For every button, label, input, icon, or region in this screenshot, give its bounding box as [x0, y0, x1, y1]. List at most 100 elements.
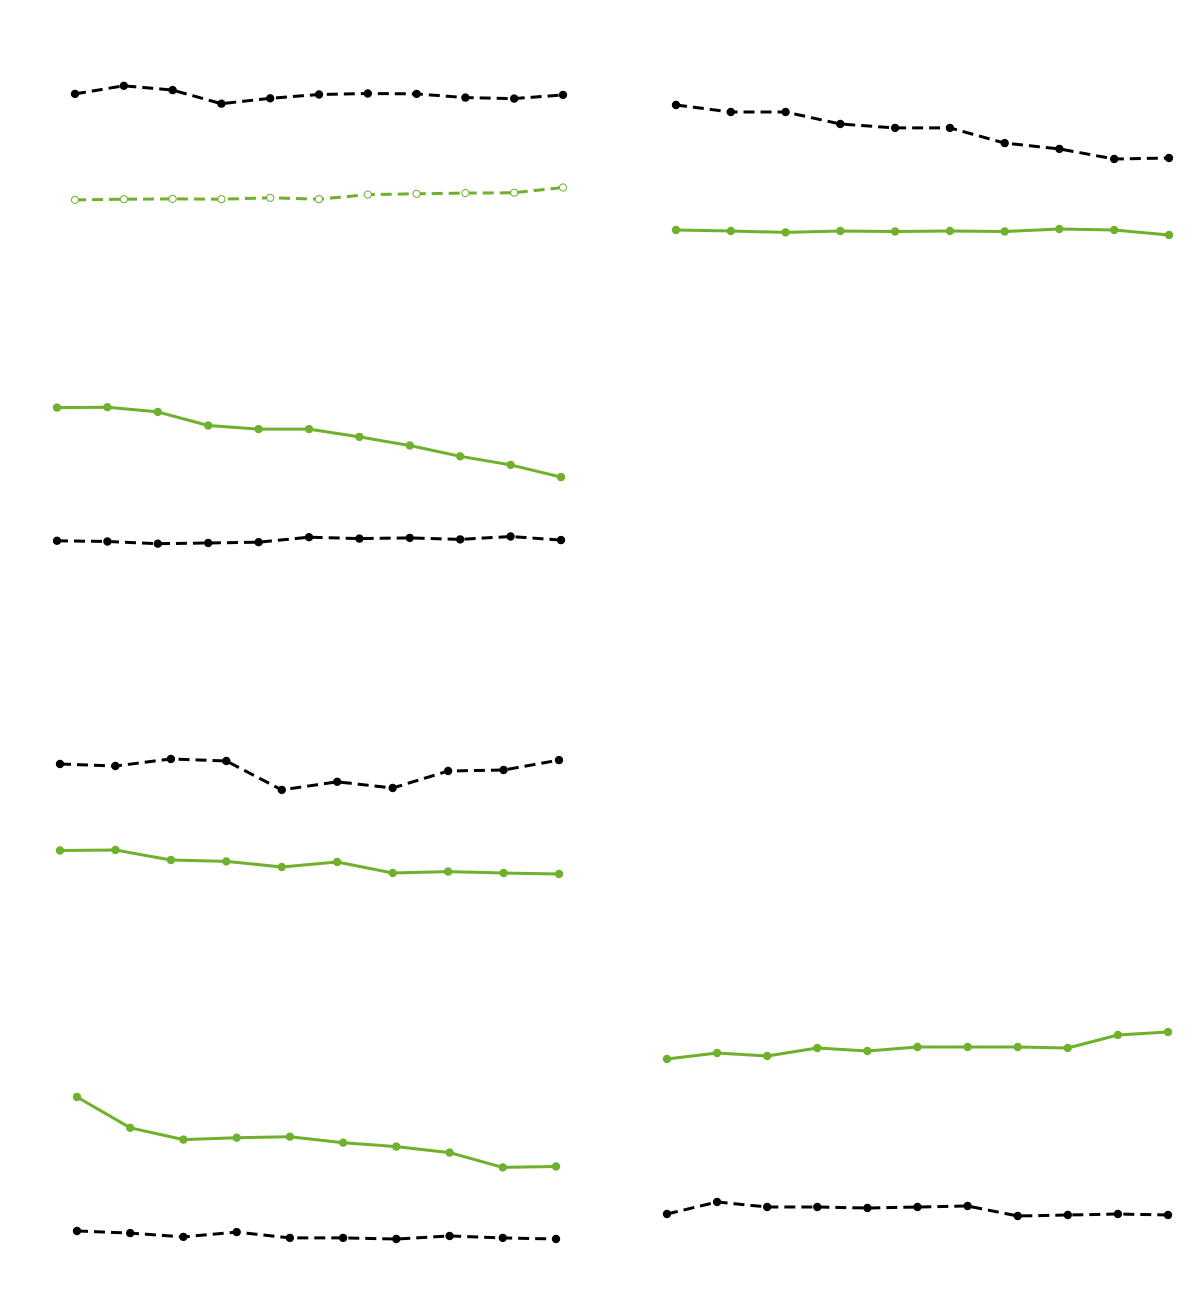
data-point-top-left-black-7 — [412, 89, 421, 99]
data-point-bottom-left-black-1 — [126, 1228, 135, 1238]
data-point-lower-left-green-5 — [333, 857, 342, 867]
data-point-bottom-right-black-7 — [1013, 1211, 1022, 1221]
data-point-bottom-left-black-2 — [179, 1232, 188, 1242]
data-point-middle-left-green-7 — [405, 441, 414, 450]
data-point-top-left-black-8 — [461, 93, 470, 102]
data-point-bottom-right-black-9 — [1113, 1209, 1123, 1219]
data-point-top-right-green-9 — [1164, 230, 1174, 240]
data-point-top-right-black-3 — [836, 119, 845, 129]
data-point-bottom-left-green-2 — [179, 1135, 188, 1144]
data-point-middle-left-black-9 — [506, 532, 515, 541]
chart-panel-top-right — [671, 100, 1174, 240]
series-line-top-right-green — [675, 227, 1170, 237]
data-point-top-left-green-10 — [558, 183, 568, 192]
data-point-top-left-black-6 — [363, 89, 372, 98]
data-point-middle-left-green-10 — [556, 472, 566, 482]
data-point-top-left-green-7 — [412, 189, 421, 198]
data-point-lower-left-black-7 — [443, 766, 453, 776]
data-point-top-right-black-6 — [1000, 138, 1009, 148]
data-point-bottom-left-black-6 — [392, 1234, 401, 1244]
data-point-bottom-right-black-3 — [813, 1202, 822, 1212]
data-point-top-left-green-6 — [363, 190, 372, 199]
data-point-middle-left-black-8 — [456, 535, 465, 544]
data-point-top-right-green-8 — [1110, 225, 1119, 235]
data-point-bottom-left-black-4 — [285, 1233, 295, 1243]
data-point-top-right-black-0 — [671, 100, 681, 110]
data-point-top-right-black-5 — [945, 123, 955, 133]
data-point-lower-left-green-8 — [499, 868, 508, 878]
data-point-middle-left-green-9 — [506, 460, 515, 470]
data-point-bottom-left-black-5 — [338, 1233, 348, 1243]
chart-panel-top-left — [70, 81, 568, 204]
data-point-bottom-right-black-5 — [913, 1202, 922, 1212]
data-point-top-left-green-1 — [119, 195, 128, 204]
data-point-middle-left-black-5 — [304, 533, 314, 542]
data-point-top-left-black-3 — [217, 99, 226, 108]
data-point-bottom-left-green-8 — [498, 1163, 507, 1172]
data-point-lower-left-black-9 — [554, 755, 564, 765]
data-point-top-right-black-7 — [1055, 144, 1064, 154]
data-point-lower-left-green-9 — [554, 869, 564, 879]
data-point-bottom-left-black-0 — [72, 1226, 82, 1236]
data-point-bottom-left-green-7 — [445, 1148, 454, 1157]
data-point-lower-left-green-2 — [166, 855, 176, 865]
data-point-middle-left-green-8 — [456, 452, 465, 461]
chart-panel-bottom-right — [662, 1027, 1173, 1221]
data-point-middle-left-black-7 — [405, 533, 414, 543]
data-point-bottom-right-green-7 — [1013, 1042, 1022, 1052]
series-line-bottom-left-black — [76, 1229, 557, 1241]
data-point-middle-left-black-2 — [153, 539, 162, 548]
data-point-middle-left-green-4 — [254, 424, 263, 434]
data-point-bottom-right-green-1 — [712, 1048, 722, 1058]
data-point-top-right-green-0 — [671, 225, 681, 235]
data-point-bottom-right-black-6 — [963, 1201, 972, 1211]
data-point-bottom-right-black-0 — [662, 1209, 672, 1219]
data-point-top-right-black-4 — [890, 123, 900, 133]
data-point-bottom-left-black-3 — [232, 1227, 241, 1237]
data-point-middle-left-green-2 — [153, 407, 162, 417]
data-point-bottom-right-green-8 — [1063, 1043, 1073, 1053]
data-point-top-left-black-2 — [168, 85, 177, 95]
data-point-middle-left-green-1 — [103, 403, 112, 412]
chart-panel-bottom-left — [72, 1092, 561, 1244]
data-point-bottom-left-black-7 — [445, 1231, 454, 1241]
data-point-bottom-left-black-9 — [551, 1234, 561, 1244]
data-point-middle-left-green-5 — [304, 424, 314, 434]
series-line-bottom-right-black — [666, 1200, 1169, 1218]
data-point-top-left-black-4 — [266, 94, 275, 103]
data-point-lower-left-black-8 — [499, 765, 508, 775]
data-point-lower-left-green-1 — [111, 845, 120, 855]
data-point-bottom-right-green-2 — [763, 1051, 772, 1061]
data-point-lower-left-black-1 — [111, 761, 120, 771]
chart-panel-middle-left — [52, 403, 566, 548]
data-point-bottom-left-black-8 — [498, 1233, 507, 1243]
data-point-bottom-left-green-3 — [232, 1133, 241, 1142]
data-point-top-right-green-1 — [726, 226, 735, 236]
data-point-bottom-left-green-1 — [126, 1123, 135, 1133]
data-point-middle-left-black-6 — [355, 534, 364, 543]
data-point-top-left-green-4 — [266, 193, 275, 202]
data-point-top-left-black-10 — [558, 90, 568, 100]
data-point-middle-left-black-10 — [556, 535, 566, 545]
data-point-top-left-green-8 — [461, 189, 470, 198]
data-point-lower-left-black-0 — [55, 759, 65, 769]
data-point-middle-left-green-3 — [204, 421, 213, 430]
data-point-middle-left-green-0 — [52, 403, 62, 412]
data-point-bottom-left-green-9 — [551, 1162, 561, 1171]
data-point-lower-left-black-2 — [166, 754, 176, 764]
data-point-top-left-black-9 — [510, 94, 519, 103]
data-point-lower-left-black-5 — [333, 777, 342, 786]
data-point-top-left-green-9 — [510, 188, 519, 197]
data-point-bottom-right-black-10 — [1163, 1210, 1173, 1220]
data-point-top-left-green-2 — [168, 194, 177, 203]
data-point-bottom-right-green-10 — [1163, 1027, 1173, 1037]
series-line-middle-left-green — [56, 405, 562, 479]
data-point-lower-left-green-0 — [55, 846, 65, 855]
data-point-lower-left-black-3 — [222, 756, 231, 766]
data-point-top-left-black-0 — [70, 89, 80, 99]
data-point-bottom-right-black-4 — [863, 1203, 872, 1213]
data-point-top-right-green-4 — [890, 227, 900, 236]
data-point-top-right-black-9 — [1164, 153, 1174, 163]
data-point-middle-left-black-1 — [103, 537, 112, 546]
data-point-top-left-black-1 — [119, 81, 128, 91]
